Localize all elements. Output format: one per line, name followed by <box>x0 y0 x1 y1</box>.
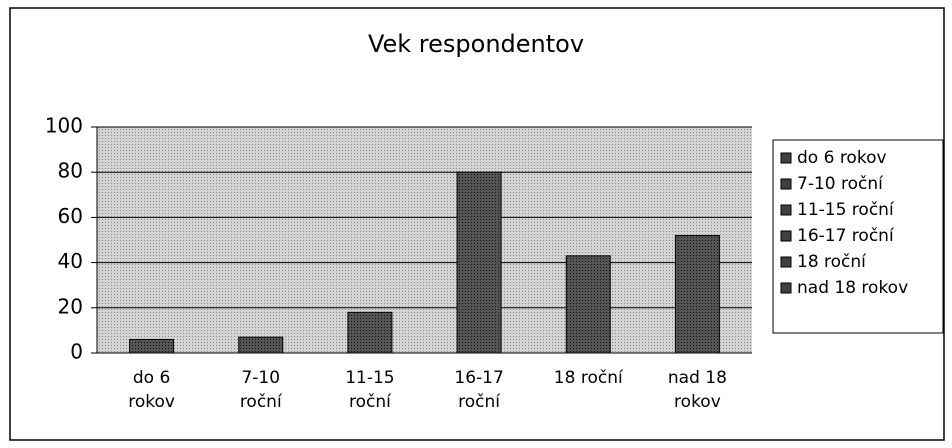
x-tick-label: 7-10 roční <box>239 368 282 412</box>
y-tick-label: 0 <box>70 340 83 364</box>
bar <box>565 255 611 354</box>
legend-label: 11-15 roční <box>797 200 895 220</box>
x-tick-label: nad 18 rokov <box>667 368 727 412</box>
legend-swatch <box>780 204 792 216</box>
y-tick-label: 20 <box>58 294 83 318</box>
legend <box>772 139 944 334</box>
bar <box>129 338 175 354</box>
x-tick-label: do 6 rokov <box>128 368 175 412</box>
legend-label: nad 18 rokov <box>797 278 908 298</box>
y-tick-label: 60 <box>58 204 83 228</box>
y-tick-label: 100 <box>45 114 83 138</box>
bar <box>456 171 502 354</box>
legend-swatch <box>780 230 792 242</box>
legend-swatch <box>780 256 792 268</box>
legend-label: 18 roční <box>797 252 867 272</box>
legend-label: 7-10 roční <box>797 174 884 194</box>
y-tick-label: 40 <box>58 249 83 273</box>
plot-area <box>97 127 752 353</box>
legend-swatch <box>780 282 792 294</box>
y-tick-label: 80 <box>58 159 83 183</box>
legend-swatch <box>780 178 792 190</box>
bar <box>674 234 720 354</box>
bar <box>238 336 284 354</box>
legend-swatch <box>780 152 792 164</box>
chart-border <box>9 7 945 441</box>
x-tick-label: 18 roční <box>553 368 623 388</box>
legend-label: 16-17 roční <box>797 226 895 246</box>
x-tick-label: 11-15 roční <box>345 368 395 412</box>
legend-label: do 6 rokov <box>797 148 887 168</box>
chart-title: Vek respondentov <box>368 30 584 58</box>
bar <box>347 311 393 354</box>
x-tick-label: 16-17 roční <box>454 368 504 412</box>
